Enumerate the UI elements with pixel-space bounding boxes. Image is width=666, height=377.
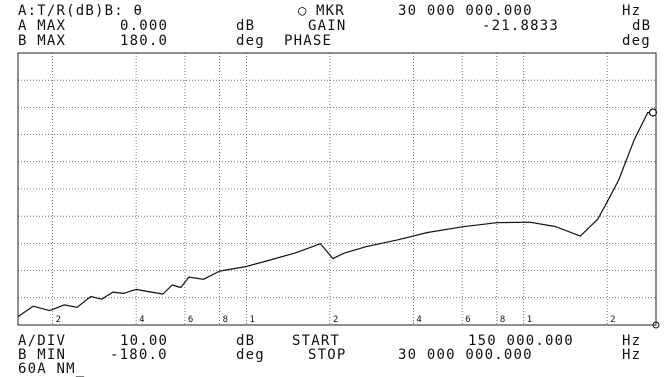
stop-value: 30 000 000.000 [398,347,533,363]
a-max-unit: dB [236,18,256,34]
plot-frame [17,52,657,326]
b-min-unit: deg [236,347,265,363]
x-tick-label: 1 [527,315,532,325]
a-max-value: 0.000 [120,18,169,34]
gain-value: -21.8833 [482,18,560,34]
b-max-unit: deg [236,33,265,49]
b-min-label: B MIN [18,347,67,363]
marker-label: MKR [316,3,345,19]
gain-label: GAIN [308,18,347,34]
gain-trace [17,111,656,318]
a-div-value: 10.00 [120,333,169,349]
phase-unit: deg [622,33,651,49]
b-min-value: -180.0 [110,347,168,363]
b-max-label: B MAX [18,33,67,49]
x-tick-label: 6 [465,315,470,325]
marker-point [648,108,658,117]
a-max-label: A MAX [18,18,67,34]
marker-frequency: 30 000 000.000 [398,3,533,19]
plot-traces [17,108,660,329]
x-tick-label: 4 [139,315,144,325]
start-label: START [292,333,341,349]
x-tick-label: 2 [610,315,615,325]
x-tick-label: 4 [416,315,421,325]
marker-symbol: ○ [298,3,308,19]
start-unit: Hz [622,333,642,349]
plot-grid [18,53,656,325]
start-value: 150 000.000 [468,333,574,349]
x-tick-label: 8 [500,315,505,325]
a-div-unit: dB [236,333,256,349]
x-tick-label: 6 [188,315,193,325]
x-tick-labels: 2 4 6 8 1 2 4 6 8 1 2 [56,315,616,325]
b-max-value: 180.0 [120,33,169,49]
command-line[interactable]: 60A NM_ [18,361,86,377]
gain-unit: dB [632,18,652,34]
x-tick-label: 8 [223,315,228,325]
phase-label: PHASE [284,33,333,49]
stop-unit: Hz [622,347,642,363]
a-div-label: A/DIV [18,333,67,349]
display-mode: A:T/R(dB)B: θ [18,3,144,19]
x-tick-label: 2 [56,315,61,325]
x-tick-label: 1 [249,315,254,325]
x-tick-label: 2 [333,315,338,325]
stop-label: STOP [308,347,347,363]
marker-frequency-unit: Hz [622,3,642,19]
